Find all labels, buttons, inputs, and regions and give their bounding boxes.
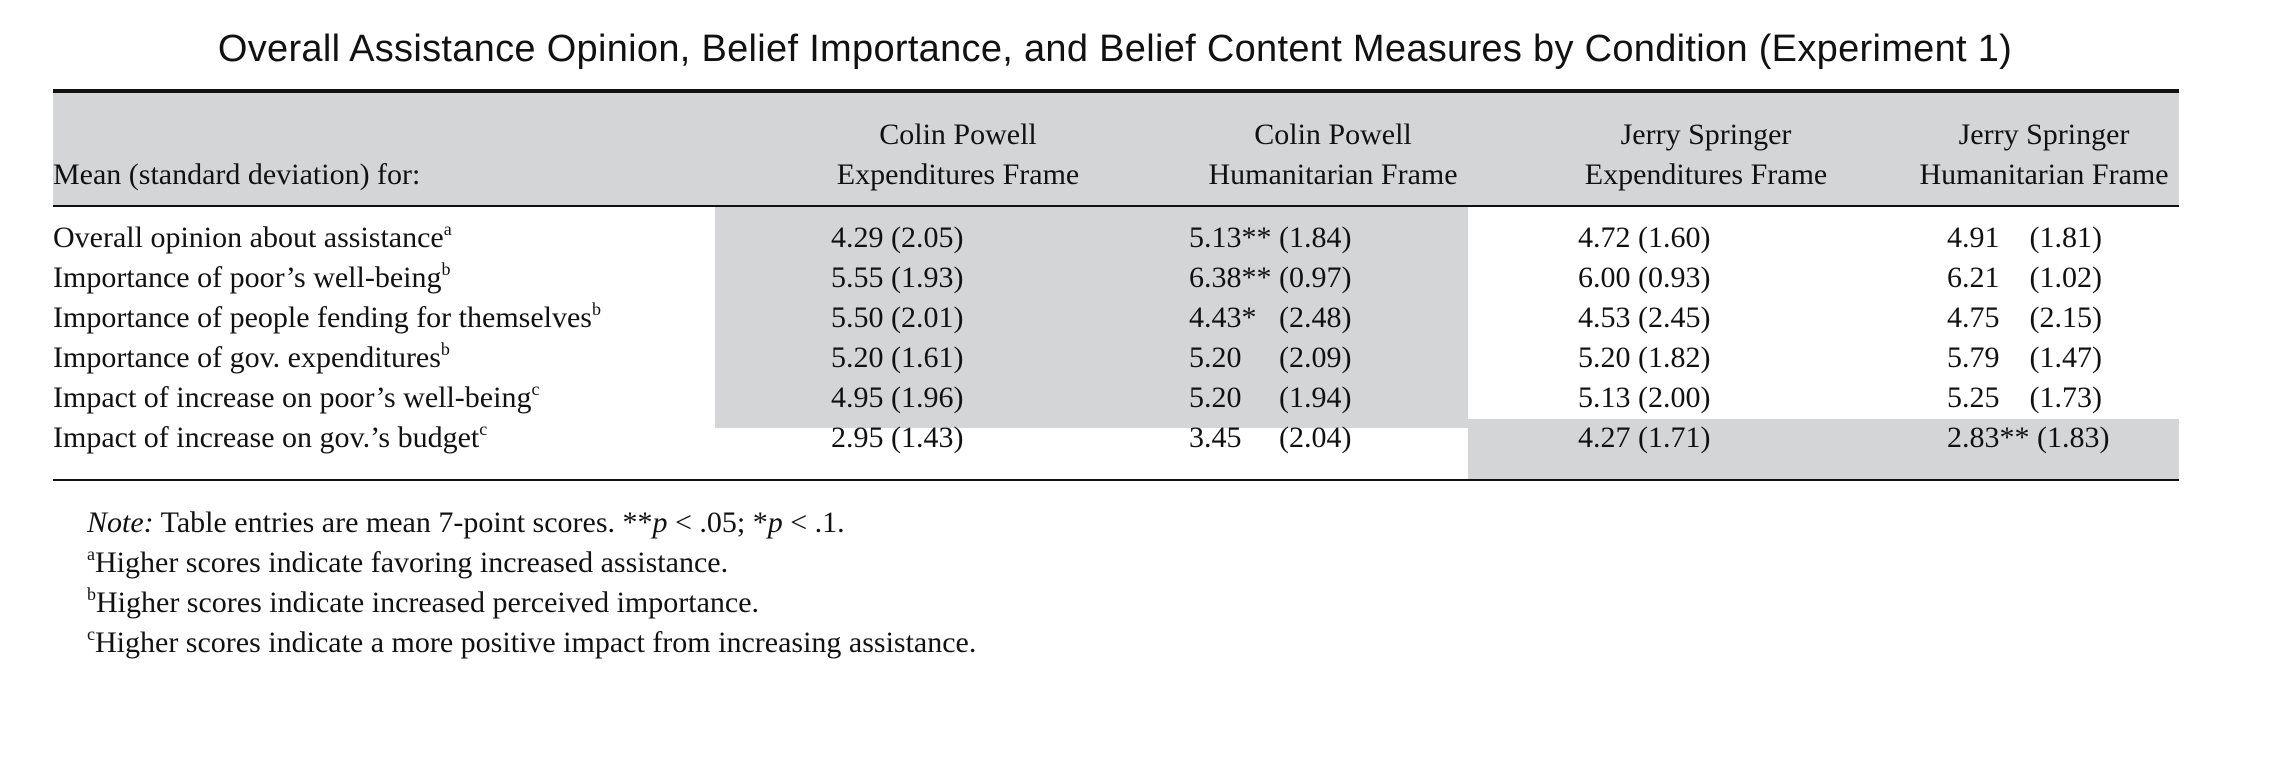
footnote-marker: c (87, 624, 95, 644)
row-label-sup: c (531, 379, 540, 399)
table-cell: 4.91 (1.81) (1947, 221, 2102, 254)
header-rule (53, 205, 2179, 207)
column-header-springer-expenditures: Jerry Springer Expenditures Frame (1511, 115, 1901, 195)
table-header: Mean (standard deviation) for: Colin Pow… (53, 93, 2179, 205)
note-text: Table entries are mean 7-point scores. *… (153, 506, 653, 539)
table-cell: 4.75 (2.15) (1947, 301, 2102, 334)
row-label-sup: b (440, 339, 450, 359)
footnote-text: Higher scores indicate a more positive i… (95, 626, 977, 659)
footnote-c: cHigher scores indicate a more positive … (87, 623, 976, 663)
table-cell: 5.79 (1.47) (1947, 341, 2102, 374)
footnote-a: aHigher scores indicate favoring increas… (87, 543, 976, 583)
column-header-line1: Jerry Springer (1620, 118, 1792, 151)
column-header-line2: Humanitarian Frame (1208, 158, 1458, 191)
bottom-rule (53, 479, 2179, 481)
highlight-block-springer-budget (1468, 419, 2179, 479)
row-label-fending-themselves: Importance of people fending for themsel… (53, 298, 601, 338)
row-label-text: Impact of increase on gov.’s budget (53, 421, 480, 454)
table-cell: 4.27 (1.71) (1578, 421, 1711, 454)
note-label: Note: (87, 506, 154, 539)
footnote-text: Higher scores indicate favoring increase… (95, 546, 729, 579)
table-cell: 5.25 (1.73) (1947, 381, 2102, 414)
table-cell: 4.72 (1.60) (1578, 221, 1711, 254)
row-label-text: Importance of gov. expenditures (53, 341, 441, 374)
table-notes: Note: Table entries are mean 7-point sco… (87, 503, 976, 663)
table-cell: 6.00 (0.93) (1578, 261, 1711, 294)
table-cell: 4.53 (2.45) (1578, 301, 1711, 334)
footnote-marker: a (87, 544, 95, 564)
row-label-impact-budget: Impact of increase on gov.’s budgetc (53, 418, 487, 458)
table-cell: 2.95 (1.43) (831, 421, 964, 454)
column-header-line1: Colin Powell (1254, 118, 1412, 151)
table-cell: 5.13** (1.84) (1189, 221, 1352, 254)
table-cell: 5.20 (1.94) (1189, 381, 1352, 414)
table-cell: 5.50 (2.01) (831, 301, 964, 334)
column-header-line1: Jerry Springer (1958, 118, 2130, 151)
column-header-line2: Expenditures Frame (836, 158, 1080, 191)
note-p: p (652, 506, 668, 539)
row-label-sup: c (479, 419, 488, 439)
column-header-springer-humanitarian: Jerry Springer Humanitarian Frame (1879, 115, 2209, 195)
row-label-sup: b (441, 259, 451, 279)
table-cell: 5.20 (1.82) (1578, 341, 1711, 374)
column-header-line1: Colin Powell (879, 118, 1037, 151)
column-header-line2: Expenditures Frame (1584, 158, 1828, 191)
table-cell: 6.38** (0.97) (1189, 261, 1352, 294)
row-label-text: Impact of increase on poor’s well-being (53, 381, 532, 414)
table-title: Overall Assistance Opinion, Belief Impor… (217, 28, 2013, 70)
note-p: p (767, 506, 783, 539)
table-cell: 5.20 (1.61) (831, 341, 964, 374)
row-label-poor-wellbeing: Importance of poor’s well-beingb (53, 258, 451, 298)
note-text: < .05; * (667, 506, 768, 539)
table-cell: 4.43* (2.48) (1189, 301, 1352, 334)
table-cell: 3.45 (2.04) (1189, 421, 1352, 454)
note-text: < .1. (782, 506, 845, 539)
stub-header: Mean (standard deviation) for: (53, 158, 421, 191)
row-label-text: Overall opinion about assistance (53, 221, 444, 254)
row-label-text: Importance of people fending for themsel… (53, 301, 592, 334)
footnote-text: Higher scores indicate increased perceiv… (96, 586, 760, 619)
footnote-b: bHigher scores indicate increased percei… (87, 583, 976, 623)
row-label-gov-expenditures: Importance of gov. expendituresb (53, 338, 450, 378)
highlight-block-powell (715, 207, 1468, 428)
row-label-sup: b (591, 299, 601, 319)
table-cell: 6.21 (1.02) (1947, 261, 2102, 294)
column-header-powell-humanitarian: Colin Powell Humanitarian Frame (1138, 115, 1528, 195)
row-label-sup: a (443, 219, 452, 239)
column-header-line2: Humanitarian Frame (1919, 158, 2169, 191)
row-label-impact-poor: Impact of increase on poor’s well-beingc (53, 378, 539, 418)
row-label-overall-opinion: Overall opinion about assistancea (53, 218, 452, 258)
table-cell: 4.95 (1.96) (831, 381, 964, 414)
table-cell: 5.55 (1.93) (831, 261, 964, 294)
table-cell: 2.83** (1.83) (1947, 421, 2110, 454)
top-rule (53, 89, 2179, 93)
row-label-text: Importance of poor’s well-being (53, 261, 442, 294)
column-header-powell-expenditures: Colin Powell Expenditures Frame (763, 115, 1153, 195)
footnote-marker: b (87, 584, 96, 604)
note-line: Note: Table entries are mean 7-point sco… (87, 503, 976, 543)
table-cell: 5.13 (2.00) (1578, 381, 1711, 414)
table-cell: 4.29 (2.05) (831, 221, 964, 254)
table-cell: 5.20 (2.09) (1189, 341, 1352, 374)
